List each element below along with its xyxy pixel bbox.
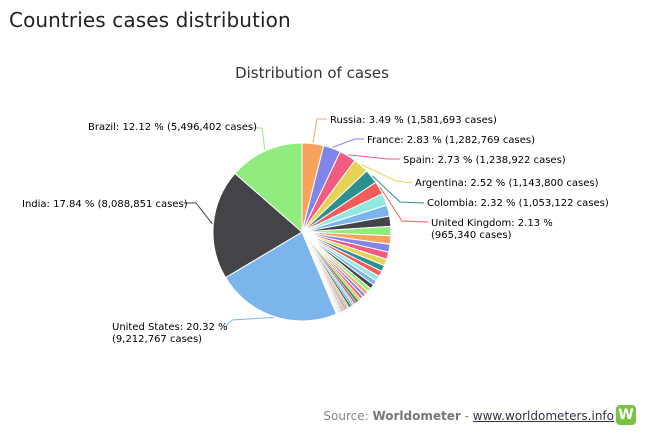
connector-russia [312, 118, 327, 143]
page-title: Countries cases distribution [9, 8, 291, 32]
label-brazil: Brazil: 12.12 % (5,496,402 cases) [88, 122, 257, 133]
source-separator: - [460, 409, 473, 423]
source-link[interactable]: www.worldometers.info [472, 409, 614, 423]
label-india: India: 17.84 % (8,088,851 cases) [22, 199, 188, 210]
connector-united-kingdom [379, 187, 429, 223]
source-name: Worldometer [372, 409, 461, 423]
label-united-kingdom: United Kingdom: 2.13 % (965,340 cases) [431, 218, 553, 241]
label-colombia: Colombia: 2.32 % (1,053,122 cases) [427, 198, 609, 209]
source-footer: Source: Worldometer - www.worldometers.i… [323, 409, 614, 423]
connector-india [184, 202, 213, 225]
worldometer-logo-icon: W [616, 405, 636, 425]
connector-argentina [361, 164, 413, 184]
connector-spain [348, 154, 400, 160]
pie-slice-united-states[interactable] [224, 231, 338, 322]
label-argentina: Argentina: 2.52 % (1,143,800 cases) [415, 178, 599, 189]
label-united-states: United States: 20.32 % (9,212,767 cases) [112, 322, 228, 345]
pie-slice-india[interactable] [212, 172, 303, 279]
pie-slices [212, 142, 392, 322]
connector-brazil [250, 127, 266, 151]
label-france: France: 2.83 % (1,282,769 cases) [367, 135, 535, 146]
chart-title: Distribution of cases [235, 64, 389, 82]
source-label: Source: [323, 409, 373, 423]
connector-colombia [371, 175, 425, 204]
connector-france [332, 138, 364, 148]
label-russia: Russia: 3.49 % (1,581,693 cases) [330, 115, 497, 126]
label-connectors [184, 118, 429, 328]
pie-slice-brazil[interactable] [234, 142, 303, 234]
connector-united-states [224, 317, 274, 328]
slice-labels: Russia: 3.49 % (1,581,693 cases) France: … [22, 115, 609, 345]
label-spain: Spain: 2.73 % (1,238,922 cases) [403, 155, 566, 166]
